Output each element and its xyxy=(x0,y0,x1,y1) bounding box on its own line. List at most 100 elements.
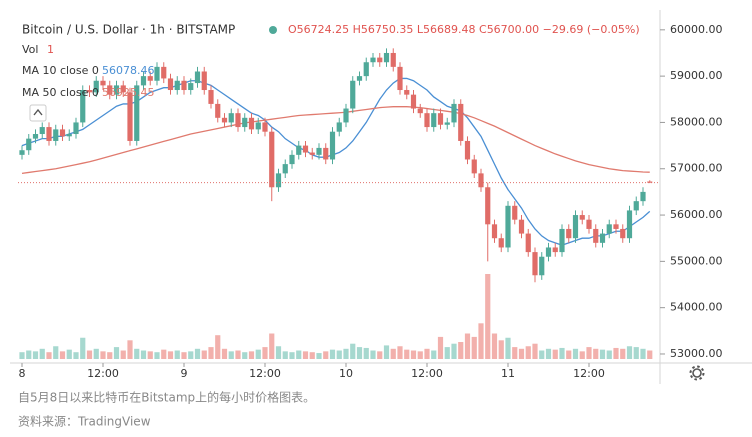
candle-body xyxy=(552,247,558,253)
volume-bar xyxy=(167,351,174,359)
volume-bar xyxy=(397,346,403,359)
x-tick-label: 9 xyxy=(181,367,188,380)
candle-body xyxy=(26,138,32,151)
ma-legend-value: 56925.45 xyxy=(102,86,155,99)
volume-bar xyxy=(471,336,477,359)
volume-bar xyxy=(296,350,302,359)
volume-bar xyxy=(289,352,295,359)
volume-bar xyxy=(154,352,160,359)
volume-bar xyxy=(188,351,194,359)
y-tick-label: 56000.00 xyxy=(670,208,723,221)
y-tick-label: 58000.00 xyxy=(670,115,723,128)
candle-body xyxy=(336,122,342,132)
candle-body xyxy=(53,129,59,141)
candle-body xyxy=(201,71,207,91)
volume-bar xyxy=(32,351,39,359)
volume-bar xyxy=(215,335,221,359)
volume-bar xyxy=(113,347,120,359)
candle-body xyxy=(640,191,646,202)
x-tick-label: 12:00 xyxy=(411,367,443,380)
candle-body xyxy=(161,66,167,79)
candle-body xyxy=(59,129,66,137)
volume-bar xyxy=(390,348,396,359)
volume-bar xyxy=(478,323,484,359)
ma-legend-name: MA 50 close 0 xyxy=(22,86,99,99)
volume-bar xyxy=(464,333,471,359)
candle-body xyxy=(559,228,565,253)
volume-label: Vol xyxy=(22,43,38,56)
candle-body xyxy=(120,85,126,93)
chart-title: Bitcoin / U.S. Dollar · 1h · BITSTAMP xyxy=(22,23,235,37)
candle-body xyxy=(586,219,592,229)
candle-body xyxy=(525,233,531,253)
volume-bar xyxy=(127,340,133,359)
candle-body xyxy=(269,131,275,188)
volume-bar xyxy=(363,347,369,359)
candle-body xyxy=(518,219,525,234)
candle-body xyxy=(215,103,221,118)
candle-body xyxy=(127,92,133,141)
volume-bar xyxy=(404,349,410,359)
status-dot xyxy=(269,26,277,34)
volume-bar xyxy=(59,351,66,359)
volume-bar xyxy=(444,347,450,359)
volume-bar xyxy=(302,351,309,359)
candle-body xyxy=(262,122,268,132)
candle-body xyxy=(208,90,214,104)
volume-bar xyxy=(410,350,417,359)
candle-body xyxy=(370,57,376,63)
volume-bar xyxy=(194,348,201,359)
volume-bar xyxy=(120,350,126,359)
volume-bar xyxy=(86,350,93,359)
volume-bar xyxy=(255,349,261,359)
candle-body xyxy=(39,127,45,135)
settings-icon[interactable] xyxy=(689,365,705,381)
volume-bar xyxy=(498,340,504,359)
y-tick-label: 60000.00 xyxy=(670,23,723,36)
candle-body xyxy=(140,76,147,86)
ma-legend-value: 56078.46 xyxy=(102,64,155,77)
candle-body xyxy=(458,103,464,141)
candle-body xyxy=(431,113,437,128)
candle-body xyxy=(512,205,518,220)
candle-body xyxy=(66,134,72,137)
candle-body xyxy=(19,150,25,155)
candle-body xyxy=(620,228,626,239)
candle-body xyxy=(275,173,282,188)
volume-bar xyxy=(309,352,315,359)
volume-bar xyxy=(174,350,180,359)
candle-body xyxy=(181,80,187,91)
volume-bar xyxy=(242,352,248,359)
collapse-button[interactable] xyxy=(29,104,47,122)
volume-bar xyxy=(329,349,336,359)
candle-body xyxy=(444,122,450,125)
volume-bar xyxy=(181,352,187,359)
volume-bar xyxy=(606,350,612,359)
volume-bar xyxy=(26,350,32,359)
x-tick-label: 11 xyxy=(501,367,515,380)
volume-bar xyxy=(559,347,565,359)
volume-bar xyxy=(518,348,525,359)
volume-bar xyxy=(377,351,383,359)
volume-bar xyxy=(640,348,646,359)
candle-body xyxy=(410,94,417,109)
volume-bar xyxy=(383,345,390,359)
volume-bar xyxy=(46,352,52,359)
candle-body xyxy=(255,122,261,130)
candle-body xyxy=(437,113,444,125)
candle-body xyxy=(242,117,248,128)
volume-bar xyxy=(316,353,322,359)
candle-body xyxy=(356,76,363,81)
candle-body xyxy=(167,78,174,91)
candle-body xyxy=(572,215,579,239)
volume-bar xyxy=(633,347,639,359)
candle-body xyxy=(350,80,356,109)
candle-body xyxy=(397,66,403,91)
candle-body xyxy=(647,181,653,183)
x-tick-label: 12:00 xyxy=(573,367,605,380)
volume-bar xyxy=(107,352,113,359)
volume-bar xyxy=(566,350,572,359)
volume-bar xyxy=(19,352,25,359)
candle-body xyxy=(464,140,471,160)
